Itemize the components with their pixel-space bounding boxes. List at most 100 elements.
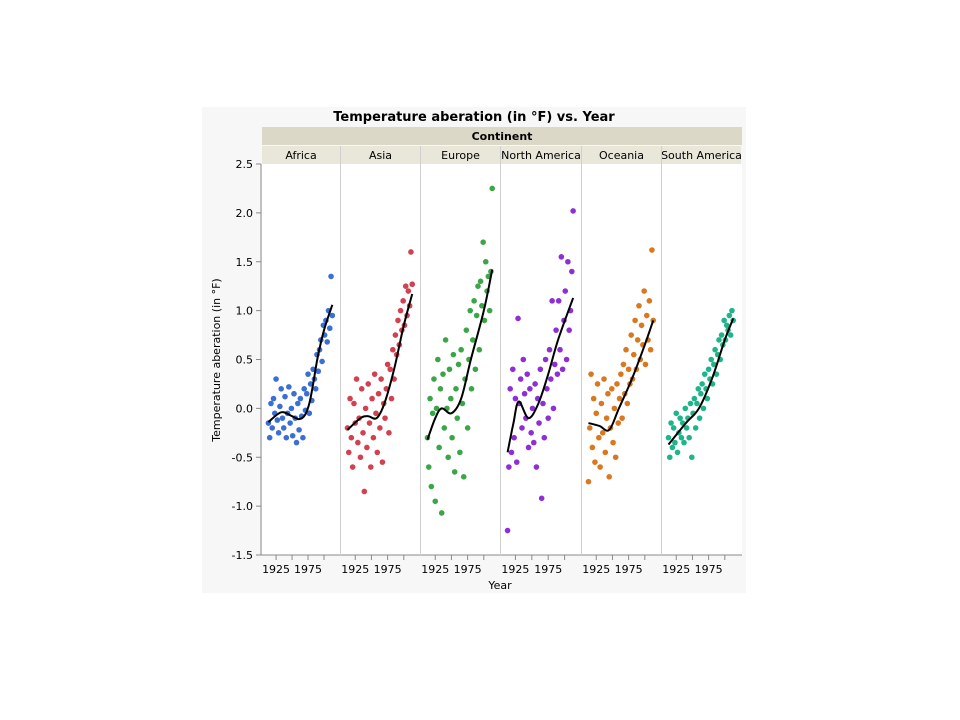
data-point (273, 376, 279, 382)
y-tick-label: 1.0 (236, 305, 254, 318)
data-point (553, 327, 559, 333)
facet-header (341, 146, 420, 164)
group-header-band (262, 127, 742, 145)
data-point (458, 346, 464, 353)
data-point (551, 361, 558, 368)
data-point (528, 430, 534, 436)
data-point (475, 283, 481, 289)
data-point (649, 247, 655, 253)
data-point (708, 356, 715, 363)
data-point (557, 346, 563, 353)
data-point (524, 371, 531, 377)
x-tick-label: 1975 (534, 563, 562, 576)
data-point (329, 312, 336, 319)
data-point (275, 430, 282, 436)
data-point (699, 381, 705, 387)
data-point (536, 420, 542, 426)
data-point (618, 371, 624, 377)
data-point (700, 405, 707, 412)
panel-europe: Europe 1925 1975 (420, 146, 500, 576)
data-point (384, 361, 391, 368)
data-point (603, 415, 610, 421)
data-point (397, 307, 404, 314)
data-point (698, 390, 704, 397)
data-point (471, 298, 477, 304)
data-point (306, 410, 313, 417)
data-point (459, 400, 466, 407)
data-point (599, 430, 606, 436)
data-point (473, 312, 480, 319)
data-point (295, 400, 301, 407)
data-point (300, 434, 306, 441)
facet-label: Africa (285, 149, 316, 162)
data-point (479, 302, 485, 309)
data-point (463, 327, 470, 333)
data-point (441, 425, 448, 431)
data-point (554, 371, 561, 377)
data-point (445, 454, 451, 461)
data-point (382, 415, 388, 421)
data-point (517, 376, 524, 382)
smoother-line (506, 297, 575, 453)
data-point (480, 239, 486, 245)
data-point (409, 281, 416, 288)
data-point (642, 361, 649, 368)
panel-north-america: North America 1925 1975 (500, 146, 581, 576)
data-point (297, 395, 304, 402)
data-point (440, 371, 446, 377)
data-point (670, 425, 677, 431)
data-point (366, 420, 373, 426)
data-point (615, 420, 622, 426)
plot-area (262, 164, 742, 555)
data-point (312, 386, 319, 392)
data-point (369, 395, 375, 402)
data-point (283, 434, 290, 441)
data-point (705, 366, 712, 373)
data-point (597, 464, 603, 470)
x-tick-label: 1925 (582, 563, 610, 576)
data-point (687, 400, 694, 407)
data-point (673, 410, 680, 417)
data-point (704, 395, 711, 402)
facet-label: Asia (369, 149, 392, 162)
data-point (608, 386, 615, 392)
data-point (400, 298, 406, 304)
data-point (686, 434, 692, 441)
y-tick-label: 2.5 (236, 158, 254, 171)
data-point (623, 346, 629, 353)
data-point (668, 420, 674, 426)
data-point (585, 478, 592, 485)
facet-label: South America (661, 149, 742, 162)
data-point (590, 395, 597, 402)
data-point (435, 356, 441, 363)
data-point (606, 474, 612, 480)
data-point (464, 425, 471, 431)
smoother-line (588, 320, 655, 432)
x-tick-label: 1925 (262, 563, 290, 576)
data-point (453, 386, 459, 392)
data-point (277, 403, 283, 410)
data-point (508, 449, 515, 456)
data-point (521, 390, 528, 397)
data-point (672, 439, 678, 446)
data-point (605, 390, 611, 397)
data-point (729, 307, 735, 314)
data-point (624, 400, 631, 407)
data-point (559, 366, 566, 373)
data-point (678, 434, 685, 441)
data-point (529, 405, 536, 412)
data-point (319, 358, 325, 365)
panel-south-america: South America 1925 1975 (661, 146, 742, 576)
y-tick-label: 0.5 (236, 354, 254, 367)
data-point (716, 337, 722, 343)
data-point (701, 371, 708, 377)
data-point (377, 425, 383, 431)
data-point (636, 302, 642, 309)
data-point (305, 371, 311, 377)
data-point (541, 434, 548, 441)
data-point (674, 449, 681, 456)
data-point (727, 332, 734, 338)
data-point (348, 434, 355, 441)
data-point (467, 307, 474, 314)
data-point (632, 317, 638, 324)
